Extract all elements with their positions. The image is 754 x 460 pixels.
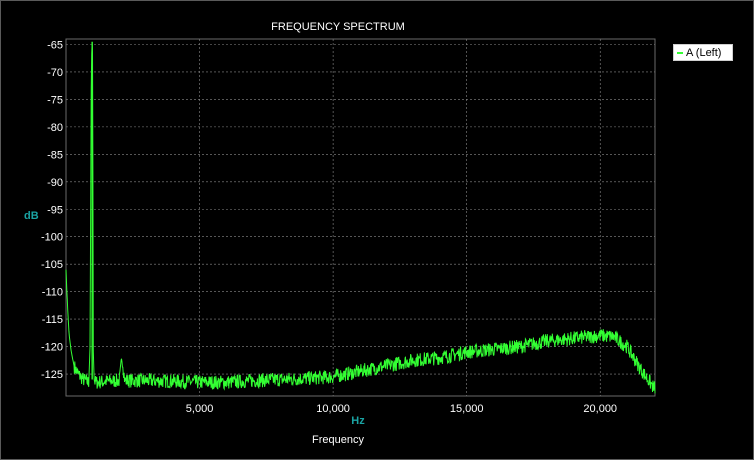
y-tick-label: -115 xyxy=(42,314,63,326)
x-tick-label: 5,000 xyxy=(186,403,214,415)
x-tick-label: 20,000 xyxy=(583,403,617,415)
y-tick-label: -125 xyxy=(41,369,63,381)
series-layer xyxy=(65,41,656,394)
x-tick-label: 10,000 xyxy=(316,403,350,415)
y-tick-label: -110 xyxy=(42,287,63,299)
x-axis-unit: Hz xyxy=(351,415,365,427)
legend: A (Left) xyxy=(673,44,733,61)
y-tick-label: -70 xyxy=(47,67,63,79)
chart-title: FREQUENCY SPECTRUM xyxy=(271,21,405,33)
x-axis-label: Frequency xyxy=(312,434,364,446)
y-tick-label: -95 xyxy=(47,204,63,216)
legend-label: A (Left) xyxy=(686,46,722,59)
y-tick-label: -120 xyxy=(41,342,63,354)
y-axis-ticks: -65 -70 -75 -80 -85 -90 -95 -100 -105 -110 -115 -12… xyxy=(41,39,63,381)
x-axis-ticks: 5,000 10,000 15,000 20,000 xyxy=(186,403,617,415)
y-tick-label: -90 xyxy=(47,177,63,189)
y-tick-label: -105 xyxy=(41,259,63,271)
y-axis-label: dB xyxy=(24,210,39,222)
y-tick-label: -80 xyxy=(47,122,63,134)
y-tick-label: -65 xyxy=(47,39,63,51)
y-tick-label: -85 xyxy=(47,149,63,161)
y-tick-label: -75 xyxy=(47,94,63,106)
legend-swatch xyxy=(677,51,683,54)
x-tick-label: 15,000 xyxy=(450,403,484,415)
plot-border xyxy=(65,38,656,397)
y-tick-label: -100 xyxy=(41,232,63,244)
series-line xyxy=(65,43,656,394)
